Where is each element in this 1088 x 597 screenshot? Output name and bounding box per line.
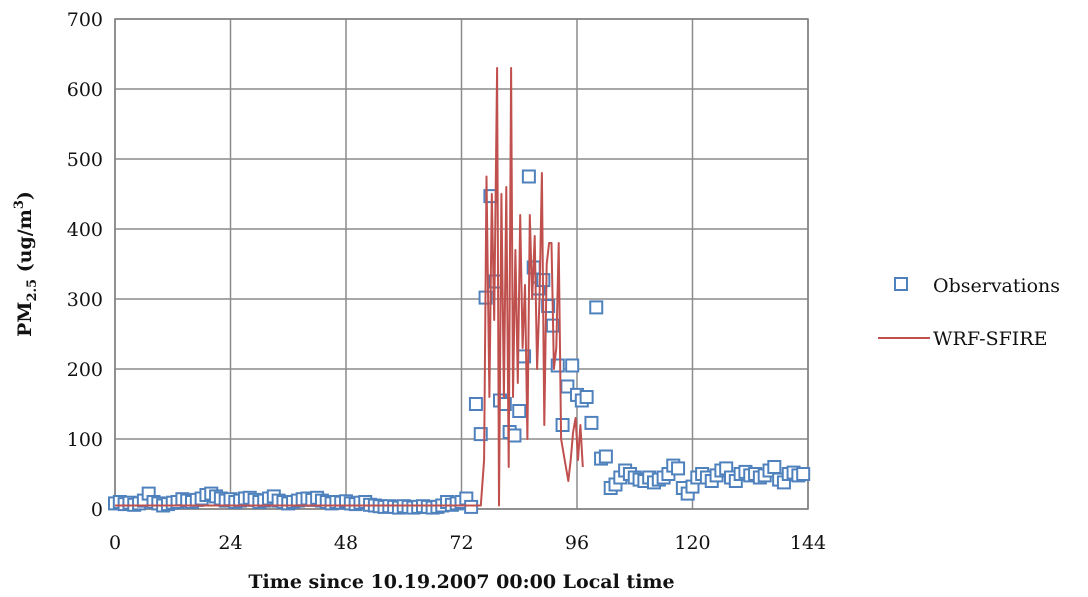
y-axis-tick-labels: 0 100 200 300 400 500 600 700	[67, 9, 103, 521]
observation-point	[796, 467, 811, 481]
legend-observations-label: Observations	[933, 275, 1060, 297]
y-tick-label: 600	[67, 79, 103, 101]
y-axis-title-suffix: )	[14, 191, 36, 200]
observation-point	[589, 300, 604, 315]
legend-wrf-sfire-label: WRF-SFIRE	[933, 328, 1047, 350]
y-tick-label: 300	[67, 289, 103, 311]
observation-point	[507, 428, 522, 443]
x-tick-label: 120	[674, 532, 710, 554]
y-tick-label: 500	[67, 149, 103, 171]
grid-lines	[114, 18, 809, 510]
legend: Observations WRF-SFIRE	[878, 275, 1060, 350]
observation-point	[598, 449, 613, 464]
observations-series	[108, 169, 811, 515]
y-tick-label: 0	[91, 499, 103, 521]
y-axis-title-subscript: 2.5	[25, 279, 40, 302]
y-axis-title-unit: (ug/m	[14, 209, 36, 279]
observation-point	[555, 418, 570, 432]
x-tick-label: 24	[218, 532, 242, 554]
wrf-sfire-series-line	[115, 67, 584, 507]
observation-point	[521, 169, 536, 184]
observation-point	[767, 460, 782, 474]
y-axis-title-prefix: PM	[14, 302, 36, 337]
observation-point	[579, 390, 594, 404]
y-axis-title-superscript: 3	[12, 200, 27, 209]
y-axis-title: PM2.5 (ug/m3)	[12, 191, 40, 337]
x-tick-label: 96	[565, 532, 589, 554]
observation-point	[468, 397, 483, 411]
x-tick-label: 72	[449, 532, 473, 554]
x-tick-label: 48	[334, 532, 358, 554]
x-axis-title: Time since 10.19.2007 00:00 Local time	[248, 571, 674, 593]
observation-point	[584, 415, 599, 430]
observation-point	[512, 404, 527, 418]
x-tick-label: 0	[109, 532, 121, 554]
y-tick-label: 400	[67, 219, 103, 241]
observation-point	[464, 499, 479, 514]
y-tick-label: 100	[67, 429, 103, 451]
y-tick-label: 200	[67, 359, 103, 381]
y-tick-label: 700	[67, 9, 103, 31]
observation-point	[671, 461, 686, 476]
observation-point	[565, 358, 580, 373]
legend-observations-marker	[894, 277, 908, 291]
x-tick-label: 144	[790, 532, 826, 554]
x-axis-tick-labels: 0 24 48 72 96 120 144	[109, 532, 826, 554]
